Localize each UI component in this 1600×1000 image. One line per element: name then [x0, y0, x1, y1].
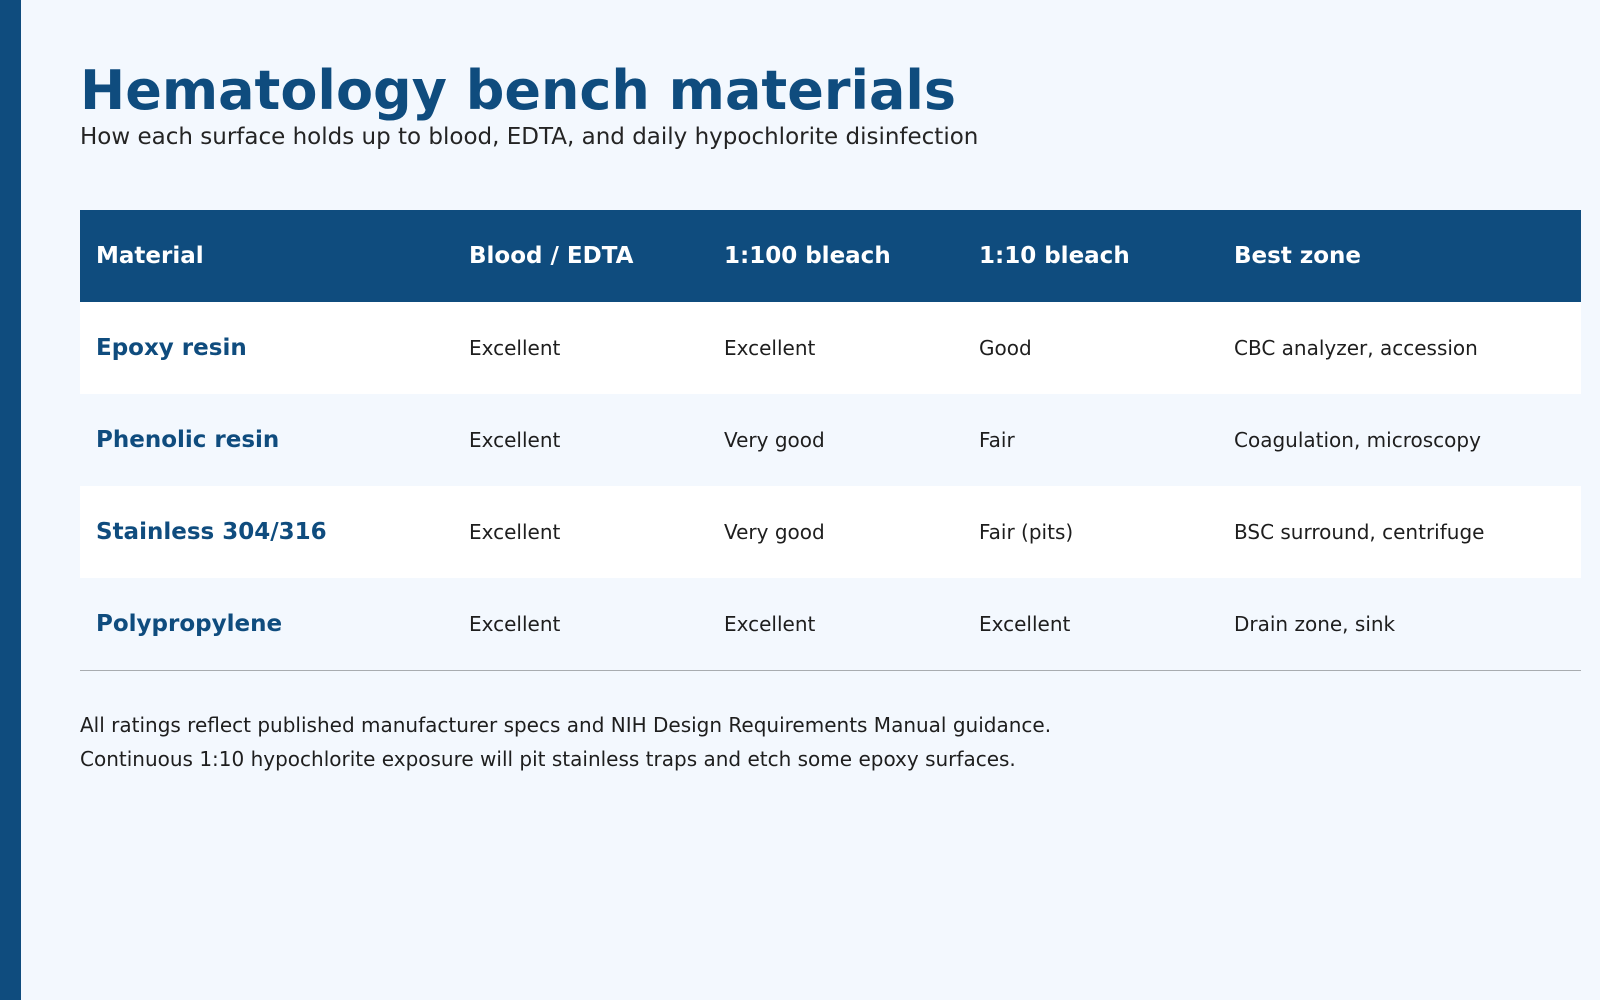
best-zone-cell: Coagulation, microscopy: [1218, 394, 1581, 486]
material-name-cell: Phenolic resin: [80, 394, 453, 486]
blood-edta-cell: Excellent: [453, 486, 708, 578]
column-header-blood-edta: Blood / EDTA: [453, 210, 708, 302]
bleach-1-10-cell: Excellent: [963, 578, 1218, 671]
page-title: Hematology bench materials: [80, 59, 957, 122]
materials-table: Material Blood / EDTA 1:100 bleach 1:10 …: [80, 210, 1581, 671]
table-header-row: Material Blood / EDTA 1:100 bleach 1:10 …: [80, 210, 1581, 302]
footnote-line: All ratings reflect published manufactur…: [80, 713, 1052, 737]
best-zone-cell: CBC analyzer, accession: [1218, 302, 1581, 394]
bleach-1-10-cell: Fair (pits): [963, 486, 1218, 578]
blood-edta-cell: Excellent: [453, 394, 708, 486]
material-name-cell: Stainless 304/316: [80, 486, 453, 578]
bleach-1-100-cell: Excellent: [708, 578, 963, 671]
column-header-material: Material: [80, 210, 453, 302]
column-header-1-100-bleach: 1:100 bleach: [708, 210, 963, 302]
material-name-cell: Epoxy resin: [80, 302, 453, 394]
bleach-1-100-cell: Very good: [708, 486, 963, 578]
best-zone-cell: Drain zone, sink: [1218, 578, 1581, 671]
material-name-cell: Polypropylene: [80, 578, 453, 671]
bleach-1-100-cell: Very good: [708, 394, 963, 486]
table-row: Phenolic resin Excellent Very good Fair …: [80, 394, 1581, 486]
blood-edta-cell: Excellent: [453, 302, 708, 394]
bleach-1-100-cell: Excellent: [708, 302, 963, 394]
page-subtitle: How each surface holds up to blood, EDTA…: [80, 124, 979, 150]
table-row: Polypropylene Excellent Excellent Excell…: [80, 578, 1581, 671]
best-zone-cell: BSC surround, centrifuge: [1218, 486, 1581, 578]
table-row: Stainless 304/316 Excellent Very good Fa…: [80, 486, 1581, 578]
column-header-1-10-bleach: 1:10 bleach: [963, 210, 1218, 302]
column-header-best-zone: Best zone: [1218, 210, 1581, 302]
bleach-1-10-cell: Fair: [963, 394, 1218, 486]
blood-edta-cell: Excellent: [453, 578, 708, 671]
table-row: Epoxy resin Excellent Excellent Good CBC…: [80, 302, 1581, 394]
footnote-line: Continuous 1:10 hypochlorite exposure wi…: [80, 747, 1016, 771]
bleach-1-10-cell: Good: [963, 302, 1218, 394]
footnotes: All ratings reflect published manufactur…: [80, 708, 1051, 776]
accent-bar: [0, 0, 21, 1000]
